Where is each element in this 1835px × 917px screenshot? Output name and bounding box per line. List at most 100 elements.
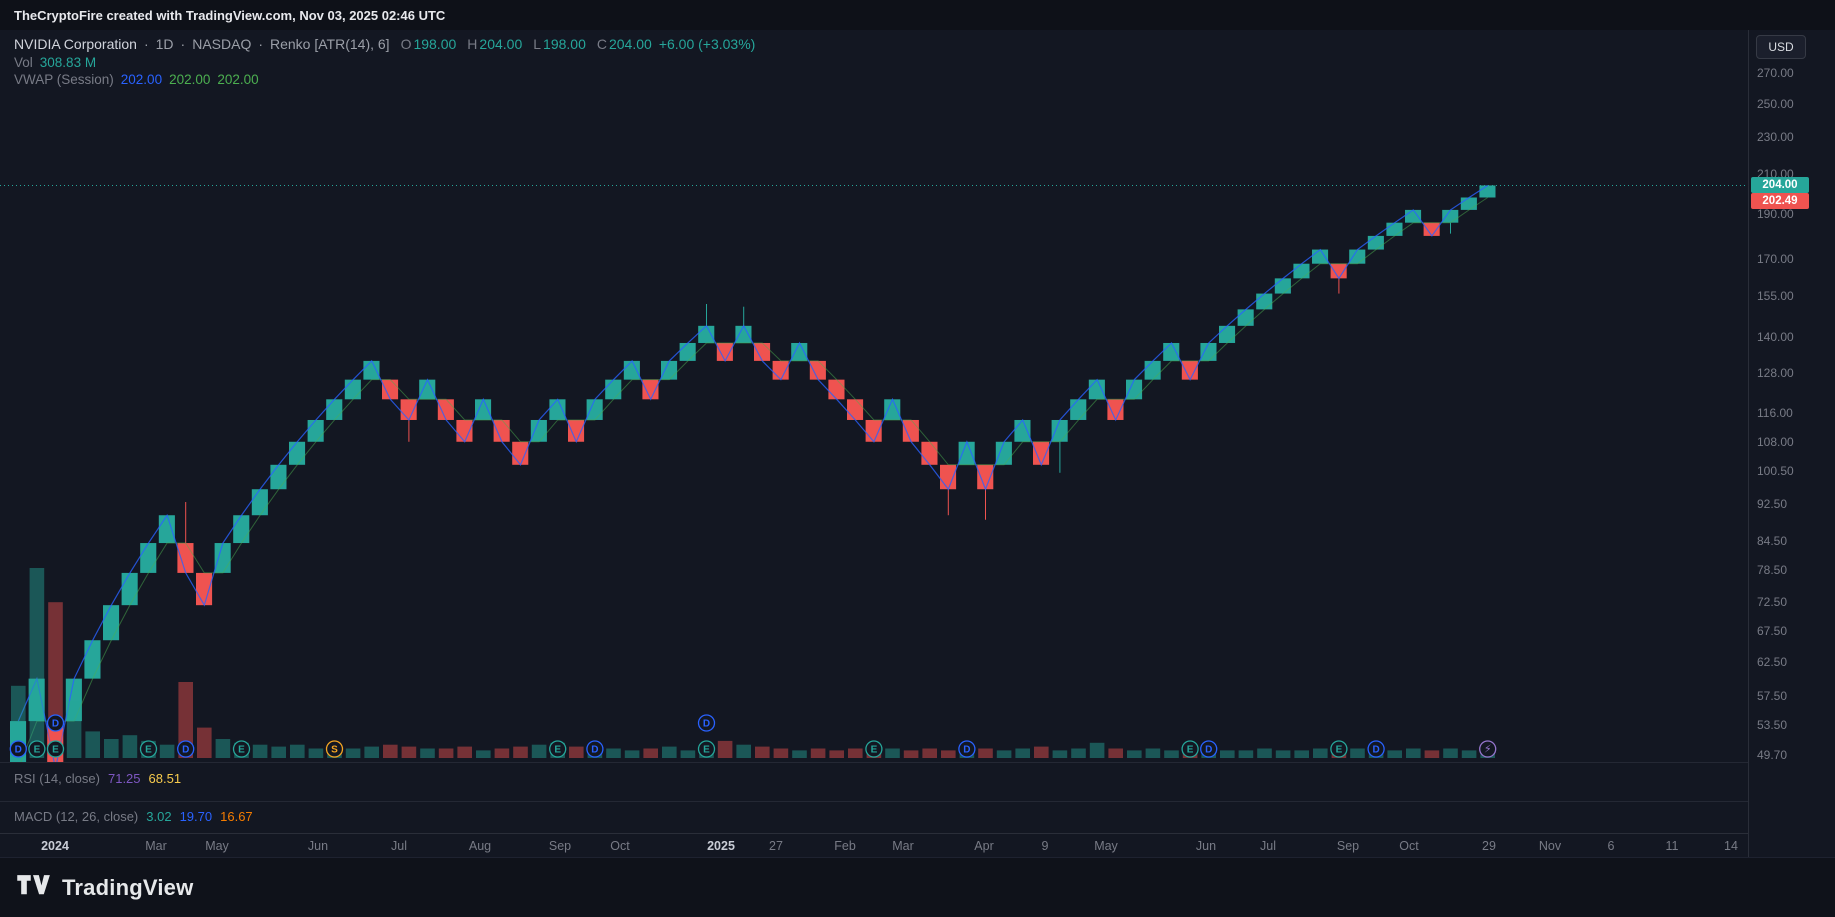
renko-brick — [995, 441, 1012, 465]
renko-brick — [958, 441, 975, 465]
renko-brick — [493, 419, 510, 442]
volume-bar — [85, 731, 100, 758]
price-axis-label: 250.00 — [1757, 96, 1794, 111]
time-axis-label: Sep — [1336, 839, 1360, 853]
event-marker-dividend[interactable]: D — [697, 714, 716, 732]
renko-brick — [1107, 399, 1124, 420]
event-marker-split[interactable]: S — [325, 740, 344, 758]
renko-brick — [1200, 342, 1217, 361]
renko-brick — [214, 543, 231, 573]
time-axis-label: Nov — [1538, 839, 1562, 853]
renko-brick — [791, 342, 808, 361]
volume-bar — [717, 740, 733, 758]
event-marker-flash[interactable]: ⚡ — [1479, 740, 1497, 758]
event-marker-earnings[interactable]: E — [1330, 740, 1348, 758]
volume-bar — [66, 701, 82, 758]
tradingview-logo-icon[interactable] — [16, 874, 50, 901]
time-axis-label: Apr — [974, 839, 994, 853]
pane-separator[interactable] — [0, 762, 1835, 763]
volume-bar — [606, 748, 621, 758]
renko-brick — [65, 678, 82, 722]
time-axis-label: 6 — [1607, 839, 1615, 853]
price-axis[interactable]: USD 204.00 202.49 270.00 250.00 230.00 210.… — [1748, 30, 1835, 857]
renko-brick — [1349, 249, 1366, 264]
svg-text:⚡: ⚡ — [1484, 744, 1492, 756]
volume-label[interactable]: Vol — [14, 55, 33, 70]
pane-separator[interactable] — [0, 801, 1835, 802]
macd-hist-value: 3.02 — [146, 809, 172, 824]
macd-label[interactable]: MACD (12, 26, close) — [14, 809, 139, 824]
event-marker-earnings[interactable]: E — [232, 740, 251, 758]
event-marker-earnings[interactable]: E — [1181, 740, 1199, 758]
volume-bar — [1257, 748, 1272, 758]
event-marker-dividend[interactable]: D — [9, 740, 27, 758]
renko-brick — [1256, 293, 1273, 310]
renko-brick — [1237, 309, 1254, 326]
currency-button[interactable]: USD — [1756, 35, 1806, 59]
vwap-label[interactable]: VWAP (Session) — [14, 72, 114, 87]
volume-bar — [680, 750, 696, 758]
volume-bar — [476, 750, 491, 758]
time-axis-label: Jul — [1260, 839, 1276, 853]
price-axis-label: 100.50 — [1757, 463, 1794, 478]
renko-brick — [1386, 222, 1403, 236]
event-marker-earnings[interactable]: E — [697, 740, 716, 758]
tradingview-wordmark[interactable]: TradingView — [62, 874, 194, 900]
volume-bar — [345, 748, 361, 758]
symbol-legend: NVIDIA Corporation · 1D · NASDAQ · Renko… — [14, 36, 755, 52]
renko-brick — [586, 399, 603, 420]
event-marker-earnings[interactable]: E — [28, 740, 46, 758]
event-marker-dividend[interactable]: D — [586, 740, 604, 758]
macd-signal-value: 16.67 — [220, 809, 253, 824]
renko-chart-canvas[interactable]: D E EDE D E S E D EDE D E D E D ⚡ — [0, 0, 1748, 833]
renko-brick — [1330, 263, 1347, 279]
renko-brick — [1070, 399, 1087, 420]
vwap-value-2: 202.00 — [169, 72, 211, 87]
renko-brick — [1163, 342, 1180, 361]
event-marker-dividend[interactable]: D — [46, 714, 65, 732]
renko-brick — [1405, 209, 1422, 223]
close-label: C — [596, 36, 607, 52]
volume-bar — [903, 750, 919, 758]
event-marker-dividend[interactable]: D — [958, 740, 976, 758]
event-marker-dividend[interactable]: D — [1367, 740, 1385, 758]
high-label: H — [467, 36, 478, 52]
event-marker-earnings[interactable]: E — [549, 740, 567, 758]
volume-bar — [885, 748, 900, 758]
vwap-line — [17, 184, 1489, 762]
renko-brick — [84, 640, 101, 679]
renko-brick — [549, 399, 566, 420]
session-line — [20, 197, 1488, 762]
event-marker-earnings[interactable]: E — [865, 740, 883, 758]
renko-brick — [828, 379, 845, 400]
price-axis-label: 72.50 — [1757, 595, 1788, 610]
svg-text:E: E — [554, 745, 561, 756]
event-marker-dividend[interactable]: D — [1200, 740, 1218, 758]
symbol-title[interactable]: NVIDIA Corporation — [14, 36, 137, 52]
time-axis[interactable]: 2024 Mar May Jun Jul Aug Sep Oct 2025 27 Feb Mar Apr… — [0, 833, 1748, 858]
event-marker-earnings[interactable]: E — [139, 740, 158, 758]
renko-brick — [642, 379, 659, 400]
renko-brick — [921, 441, 938, 465]
event-marker-earnings[interactable]: E — [46, 740, 65, 758]
volume-bar — [1164, 750, 1179, 758]
ohlc-values: O 198.00 — [401, 36, 457, 52]
chart-style-label[interactable]: Renko [ATR(14), 6] — [270, 36, 390, 52]
volume-bar — [1034, 746, 1049, 758]
volume-bar — [773, 748, 789, 758]
renko-brick — [251, 489, 268, 516]
renko-brick — [605, 379, 622, 400]
timeframe-label[interactable]: 1D — [155, 36, 174, 52]
legend-separator: · — [180, 36, 186, 52]
vwap-legend: VWAP (Session) 202.00 202.00 202.00 — [14, 72, 259, 87]
renko-brick — [103, 605, 120, 641]
svg-text:E: E — [1187, 745, 1194, 756]
event-marker-dividend[interactable]: D — [177, 740, 195, 758]
price-axis-label: 230.00 — [1757, 130, 1794, 145]
volume-bar — [1406, 748, 1421, 758]
time-axis-label: Jun — [1195, 839, 1217, 853]
volume-bar — [29, 568, 45, 758]
rsi-label[interactable]: RSI (14, close) — [14, 771, 100, 786]
renko-brick — [1144, 360, 1161, 380]
time-axis-label: Mar — [892, 839, 914, 853]
